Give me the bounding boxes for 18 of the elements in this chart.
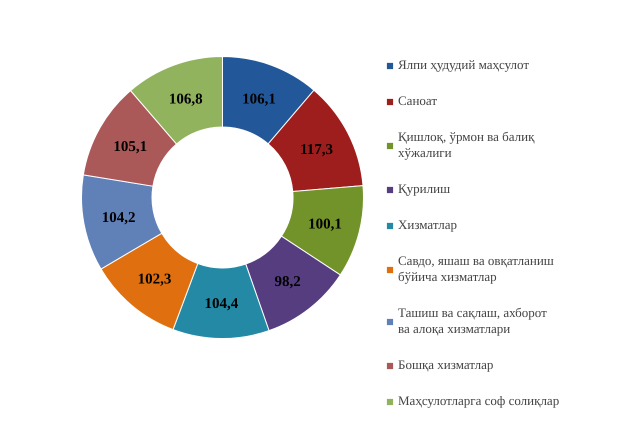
legend-label: Қишлоқ, ўрмон ва балиқ хўжалиги [398, 129, 534, 161]
data-label: 98,2 [274, 274, 301, 290]
data-label: 104,4 [204, 296, 239, 312]
legend-label: Савдо, яшаш ва овқатланиш бўйича хизматлар [398, 253, 554, 285]
data-label: 102,3 [138, 271, 172, 288]
data-label: 100,1 [308, 216, 342, 232]
legend-label: Бошқа хизматлар [398, 357, 494, 373]
legend-label: Ташиш ва сақлаш, ахборот ва алоқа хизматлари [398, 305, 547, 337]
data-label: 117,3 [300, 142, 334, 158]
data-label: 106,8 [168, 91, 203, 108]
legend-label: Ялпи ҳудудий маҳсулот [398, 57, 530, 73]
legend-label: Саноат [398, 93, 438, 109]
data-label: 104,2 [102, 210, 136, 226]
data-label: 105,1 [113, 138, 148, 155]
legend-label: Маҳсулотларга соф солиқлар [398, 393, 560, 409]
data-label: 106,1 [242, 91, 276, 108]
legend-label: Қурилиш [398, 181, 450, 197]
legend-label: Хизматлар [398, 217, 457, 233]
